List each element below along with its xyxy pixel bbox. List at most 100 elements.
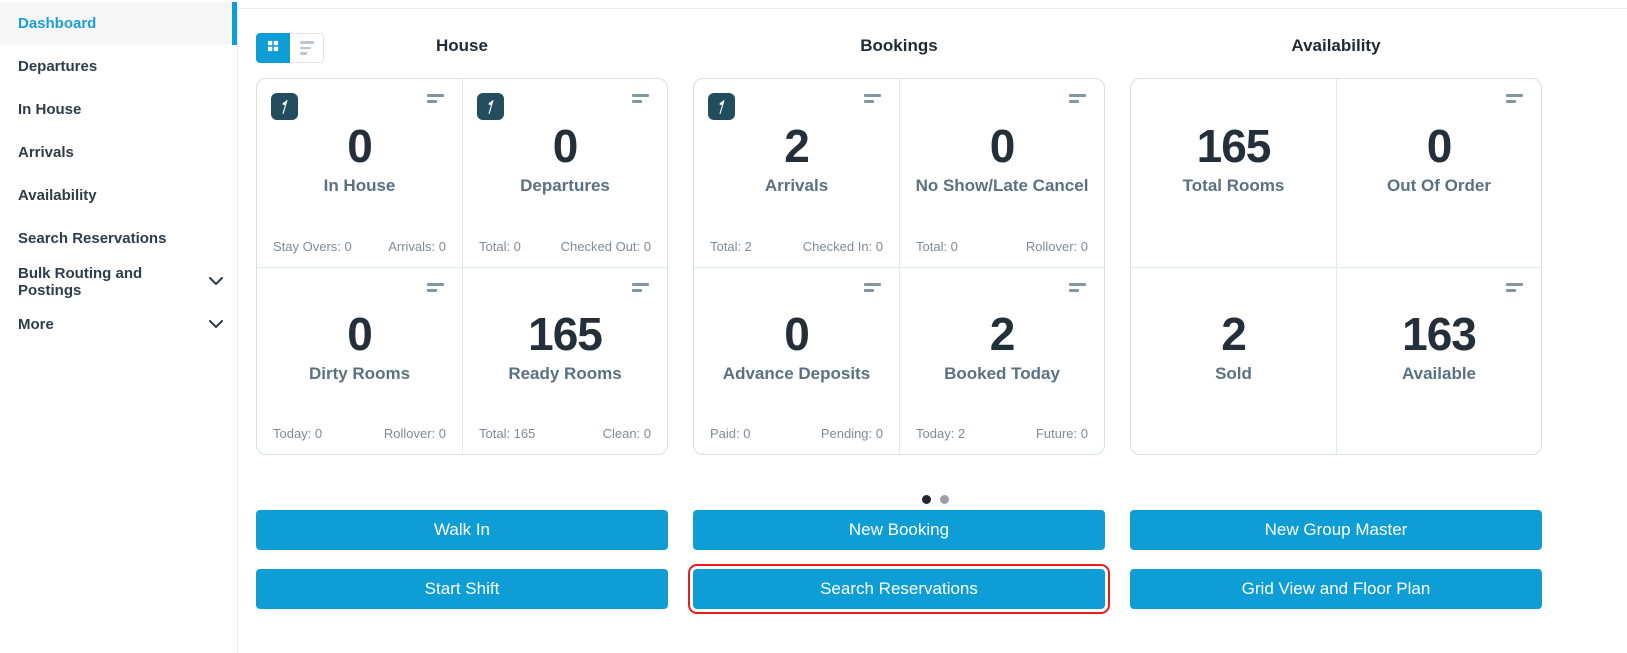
house-panel: 0 In House Stay Overs: 0 Arrivals: 0 0 D… [256,78,668,455]
sidebar-item-dashboard[interactable]: Dashboard [0,2,237,45]
card-menu-icon[interactable] [1506,282,1523,292]
sidebar-item-label: Arrivals [18,144,74,161]
stat-value: 163 [1402,307,1477,360]
stat-footer: Today: 2 Future: 0 [916,426,1088,441]
stat-footer: Stay Overs: 0 Arrivals: 0 [273,239,446,254]
stat-card-no-show-late-cancel[interactable]: 0 No Show/Late Cancel Total: 0 Rollover:… [899,79,1104,267]
stat-footer-left: Paid: 0 [710,426,751,441]
list-view-toggle-button[interactable] [290,33,324,63]
card-menu-icon[interactable] [632,282,649,292]
sidebar-item-more[interactable]: More [0,303,237,346]
card-menu-icon[interactable] [864,282,881,292]
grid-view-icon [265,38,281,59]
stat-footer: Total: 0 Checked Out: 0 [479,239,651,254]
stat-value: 165 [528,307,603,360]
stat-card-advance-deposits[interactable]: 0 Advance Deposits Paid: 0 Pending: 0 [694,266,899,455]
search-reservations-button[interactable]: Search Reservations [688,564,1110,614]
grid-view-floor-plan-button[interactable]: Grid View and Floor Plan [1130,569,1542,609]
stat-footer-right: Pending: 0 [820,426,883,441]
dashboard-main: House Bookings Availability 0 In House S… [238,0,1627,653]
stat-card-dirty-rooms[interactable]: 0 Dirty Rooms Today: 0 Rollover: 0 [257,266,462,455]
sidebar-item-availability[interactable]: Availability [0,174,237,217]
pagination-dot[interactable] [940,495,949,504]
stat-label: Advance Deposits [722,363,871,383]
sidebar-item-in-house[interactable]: In House [0,88,237,131]
stat-footer-left: Total: 2 [710,238,752,254]
list-view-icon [299,41,314,55]
stat-footer-right: Arrivals: 0 [388,238,446,254]
stat-card-available[interactable]: 163 Available [1336,266,1541,454]
section-title-bookings: Bookings [860,36,938,55]
stat-value: 0 [1426,119,1453,172]
stat-label: In House [323,175,396,195]
sidebar-item-search-reservations[interactable]: Search Reservations [0,217,237,260]
stat-footer-right: Checked In: 0 [802,238,883,254]
sidebar-item-label: Dashboard [18,15,97,32]
card-menu-icon[interactable] [1069,94,1086,103]
card-menu-icon[interactable] [1069,282,1086,292]
card-menu-icon[interactable] [427,94,444,103]
stat-footer: Total: 0 Rollover: 0 [916,239,1088,254]
new-group-master-button[interactable]: New Group Master [1130,510,1542,550]
stat-card-total-rooms[interactable]: 165 Total Rooms [1131,79,1336,267]
stat-value: 2 [1221,307,1247,360]
sidebar-item-label: Departures [18,58,98,75]
availability-panel: 165 Total Rooms 0 Out Of Order 2 Sold 16… [1130,78,1542,455]
stat-card-sold[interactable]: 2 Sold [1131,266,1336,455]
stat-footer-right: Checked Out: 0 [560,238,651,254]
stat-footer-left: Total: 0 [479,238,521,254]
stat-value: 2 [784,119,810,172]
new-booking-button[interactable]: New Booking [693,510,1105,550]
stat-value: 2 [989,307,1016,360]
pagination-dot-active[interactable] [922,495,931,504]
bookings-panel: 2 Arrivals Total: 2 Checked In: 0 0 No S… [693,78,1105,455]
card-menu-icon[interactable] [1506,94,1523,103]
card-menu-icon[interactable] [632,94,649,103]
stat-footer-right: Rollover: 0 [383,426,446,441]
flag-icon [708,93,735,120]
stat-value: 0 [347,119,373,172]
stat-label: Departures [520,175,610,195]
stat-footer-left: Total: 165 [479,426,536,441]
card-menu-icon[interactable] [864,94,881,103]
flag-icon [271,93,298,120]
sidebar-item-bulk-routing-and-postings[interactable]: Bulk Routing and Postings [0,260,237,303]
stat-footer: Total: 2 Checked In: 0 [710,239,883,254]
stat-card-booked-today[interactable]: 2 Booked Today Today: 2 Future: 0 [899,266,1104,454]
chevron-down-icon [209,320,223,329]
sidebar-item-label: Availability [18,187,97,204]
stat-footer-right: Future: 0 [1035,426,1088,441]
sidebar-item-arrivals[interactable]: Arrivals [0,131,237,174]
chevron-down-icon [209,277,223,286]
stat-value: 165 [1196,119,1272,172]
stat-footer: Paid: 0 Pending: 0 [710,426,883,441]
stat-footer-right: Rollover: 0 [1025,238,1088,254]
walk-in-button[interactable]: Walk In [256,510,668,550]
stat-card-arrivals[interactable]: 2 Arrivals Total: 2 Checked In: 0 [694,79,899,267]
stat-label: Dirty Rooms [308,363,411,383]
stat-footer-left: Total: 0 [916,238,958,254]
stat-card-in-house[interactable]: 0 In House Stay Overs: 0 Arrivals: 0 [257,79,462,267]
sidebar-item-label: Bulk Routing and Postings [18,264,143,299]
stat-value: 0 [784,307,810,360]
stat-footer-left: Today: 0 [273,426,323,441]
stat-footer-right: Clean: 0 [602,426,651,441]
start-shift-button[interactable]: Start Shift [256,569,668,609]
sidebar-item-departures[interactable]: Departures [0,45,237,88]
stat-card-departures[interactable]: 0 Departures Total: 0 Checked Out: 0 [462,79,667,267]
stat-footer-left: Today: 2 [916,426,966,441]
view-toggle [256,33,324,63]
sidebar: Dashboard Departures In House Arrivals A… [0,0,238,653]
stat-footer: Today: 0 Rollover: 0 [273,426,446,441]
stat-card-ready-rooms[interactable]: 165 Ready Rooms Total: 165 Clean: 0 [462,266,667,454]
stat-value: 0 [989,119,1016,172]
card-menu-icon[interactable] [427,282,444,292]
stat-label: Booked Today [944,363,1060,383]
section-title-house: House [436,36,488,55]
sidebar-item-label: In House [18,101,82,118]
stat-card-out-of-order[interactable]: 0 Out Of Order [1336,79,1541,267]
stat-label: Out Of Order [1387,175,1491,195]
stat-value: 0 [552,119,579,172]
grid-view-toggle-button[interactable] [256,33,290,63]
stat-footer-left: Stay Overs: 0 [273,238,352,254]
